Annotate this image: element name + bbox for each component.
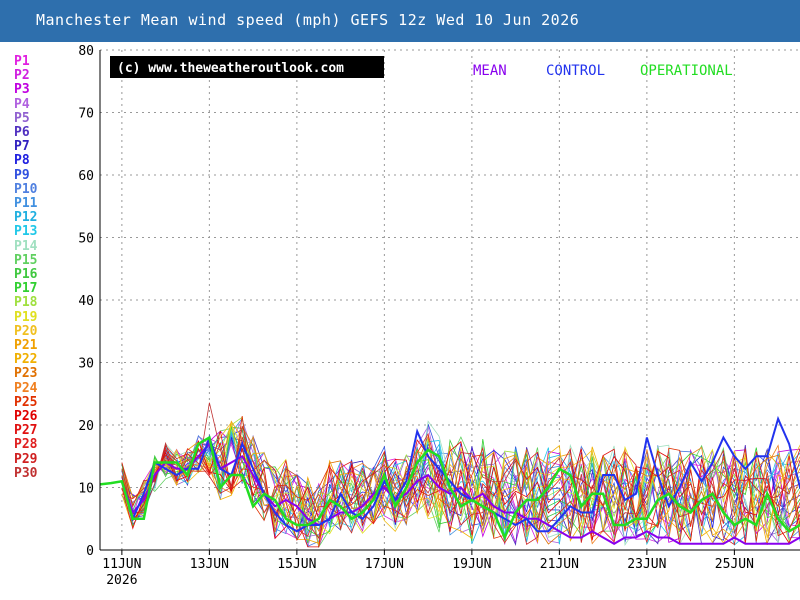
member-label-p1: P1 — [14, 54, 30, 69]
member-label-p19: P19 — [14, 309, 38, 325]
member-line-p28 — [121, 432, 800, 544]
member-line-p4 — [121, 418, 800, 547]
member-label-p11: P11 — [14, 196, 38, 212]
ensemble-member-legend: P1 P2 P3 P4 P5 P6 P7 P8 P9 P10 P11 P12 P13 P14 P15 P16 P… — [14, 54, 38, 481]
legend-control: CONTROL — [546, 63, 605, 79]
member-label-p10: P10 — [14, 181, 38, 197]
member-label-p22: P22 — [14, 352, 38, 368]
member-label-p3: P3 — [14, 82, 30, 98]
series-line-mean — [120, 441, 800, 545]
member-label-p30: P30 — [14, 465, 38, 481]
legend-mean: MEAN — [473, 63, 507, 79]
x-tick-label: 23JUN — [627, 557, 666, 572]
x-tick-year: 2026 — [106, 573, 137, 588]
member-label-p14: P14 — [14, 238, 38, 254]
member-label-p4: P4 — [14, 96, 30, 112]
member-label-p28: P28 — [14, 437, 38, 453]
y-tick-label: 80 — [78, 44, 94, 59]
legend-operational: OPERATIONAL — [640, 63, 733, 79]
member-label-p12: P12 — [14, 210, 38, 226]
member-label-p2: P2 — [14, 68, 30, 84]
member-label-p23: P23 — [14, 366, 38, 382]
member-label-p21: P21 — [14, 338, 38, 354]
member-label-p20: P20 — [14, 323, 38, 339]
member-line-p30 — [121, 402, 800, 536]
member-label-p24: P24 — [14, 380, 38, 396]
x-tick-label: 15JUN — [277, 557, 316, 572]
member-label-p16: P16 — [14, 267, 38, 283]
member-line-p18 — [121, 416, 800, 543]
member-line-p3 — [121, 430, 800, 549]
member-label-p6: P6 — [14, 125, 30, 141]
y-tick-label: 20 — [78, 419, 94, 434]
y-tick-label: 70 — [78, 107, 94, 122]
x-tick-label: 25JUN — [715, 557, 754, 572]
member-label-p13: P13 — [14, 224, 38, 240]
member-line-p29 — [121, 444, 800, 546]
y-tick-label: 30 — [78, 357, 94, 372]
y-tick-label: 60 — [78, 169, 94, 184]
x-tick-label: 13JUN — [190, 557, 229, 572]
chart-grid — [100, 49, 800, 550]
member-label-p9: P9 — [14, 167, 30, 183]
y-tick-label: 10 — [78, 482, 94, 497]
member-line-p2 — [121, 430, 800, 545]
member-label-p15: P15 — [14, 252, 38, 268]
chart-title: Manchester Mean wind speed (mph) GEFS 12… — [36, 11, 580, 29]
title-bar: Manchester Mean wind speed (mph) GEFS 12… — [0, 0, 800, 42]
member-label-p29: P29 — [14, 451, 38, 467]
x-tick-label: 11JUN — [102, 557, 141, 572]
member-label-p25: P25 — [14, 394, 38, 410]
watermark-text: (c) www.theweatheroutlook.com — [117, 61, 344, 76]
x-tick-label: 21JUN — [540, 557, 579, 572]
y-tick-label: 0 — [86, 544, 94, 559]
x-tick-label: 17JUN — [365, 557, 404, 572]
member-line-p8 — [121, 436, 800, 547]
member-label-p17: P17 — [14, 281, 38, 297]
series-lines — [99, 415, 800, 545]
member-label-p26: P26 — [14, 409, 38, 425]
member-label-p7: P7 — [14, 139, 30, 155]
member-label-p5: P5 — [14, 110, 30, 126]
watermark-box — [110, 56, 384, 78]
y-tick-label: 40 — [78, 294, 94, 309]
series-line-operational — [99, 435, 800, 541]
member-label-p18: P18 — [14, 295, 38, 311]
y-tick-label: 50 — [78, 232, 94, 247]
member-label-p8: P8 — [14, 153, 30, 169]
member-label-p27: P27 — [14, 423, 38, 439]
x-tick-label: 19JUN — [452, 557, 491, 572]
member-line-p25 — [121, 415, 800, 542]
